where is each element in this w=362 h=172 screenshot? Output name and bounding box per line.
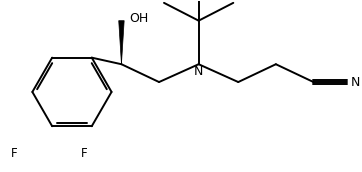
Text: OH: OH: [129, 12, 149, 25]
Text: F: F: [80, 147, 87, 160]
Text: N: N: [351, 76, 361, 89]
Text: F: F: [11, 147, 18, 160]
Polygon shape: [119, 21, 124, 64]
Text: N: N: [194, 65, 203, 78]
